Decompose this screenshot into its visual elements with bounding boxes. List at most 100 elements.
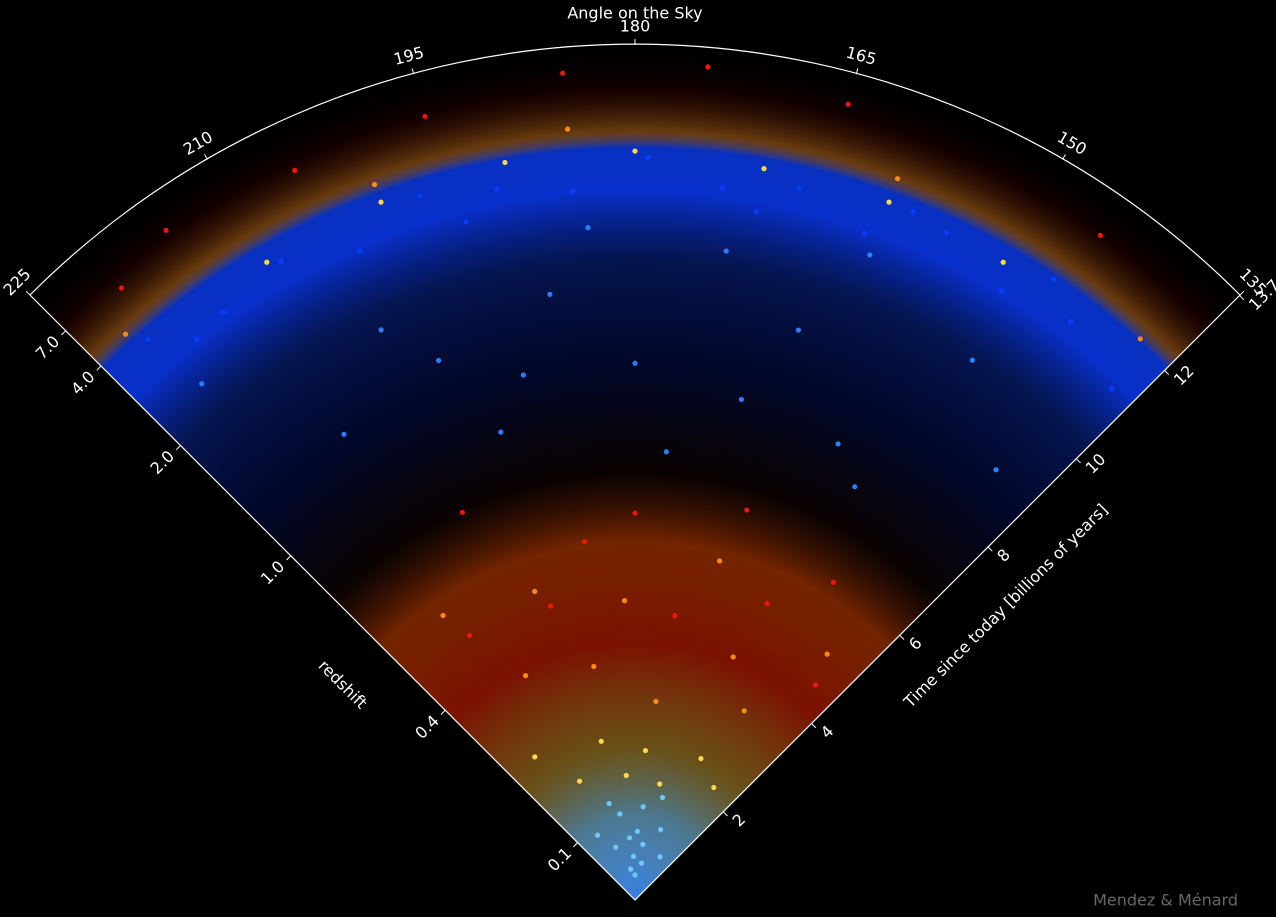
galaxy-point — [741, 708, 747, 714]
galaxy-point — [547, 291, 553, 297]
galaxy-point — [371, 181, 378, 188]
galaxy-point — [761, 166, 767, 172]
galaxy-point — [606, 800, 612, 807]
galaxy-point — [145, 336, 151, 343]
y2-axis-title: redshift — [315, 656, 371, 712]
x-tick — [204, 154, 208, 160]
x-tick — [411, 68, 415, 75]
y2-tick-label: 0.4 — [411, 711, 442, 742]
y2-tick — [440, 709, 446, 715]
galaxy-point — [194, 336, 200, 342]
y-tick-label: 6 — [905, 633, 926, 654]
y-tick — [899, 634, 905, 640]
galaxy-point — [657, 854, 663, 860]
y-tick-label: 8 — [993, 545, 1014, 566]
x-tick — [855, 68, 859, 75]
galaxy-point — [744, 507, 750, 513]
galaxy-point — [617, 811, 623, 817]
galaxy-point — [264, 259, 270, 265]
galaxy-point — [440, 612, 446, 619]
galaxy-point — [861, 230, 868, 236]
galaxy-point — [845, 101, 851, 107]
galaxy-point — [753, 209, 759, 215]
y2-tick-label: 7.0 — [32, 332, 63, 363]
galaxy-point — [628, 866, 634, 872]
galaxy-point — [292, 167, 298, 173]
galaxy-point — [653, 698, 659, 704]
galaxy-point — [591, 663, 597, 670]
galaxy-point — [623, 772, 629, 779]
galaxy-point — [436, 357, 442, 364]
galaxy-point — [716, 558, 723, 564]
galaxy-point — [711, 784, 717, 791]
galaxy-point — [738, 396, 744, 403]
galaxy-point — [632, 148, 638, 154]
galaxy-point — [532, 754, 538, 760]
galaxy-point — [830, 579, 837, 586]
galaxy-point — [1097, 232, 1103, 239]
y2-tick-label: 2.0 — [147, 447, 178, 478]
galaxy-point — [122, 331, 129, 337]
galaxy-point — [894, 176, 901, 182]
galaxy-point — [723, 248, 729, 254]
y-tick — [1164, 370, 1170, 376]
galaxy-point — [672, 613, 678, 619]
y-tick-label: 12 — [1170, 361, 1198, 389]
galaxy-point — [852, 484, 858, 490]
y-tick — [1239, 295, 1245, 301]
y-tick-label: 2 — [729, 810, 750, 831]
density-glow — [30, 44, 1240, 900]
galaxy-point — [867, 252, 873, 258]
galaxy-point — [577, 778, 583, 784]
galaxy-point — [626, 835, 633, 841]
galaxy-point — [634, 828, 640, 834]
galaxy-point — [621, 598, 628, 604]
galaxy-point — [422, 113, 428, 119]
galaxy-point — [993, 467, 999, 473]
galaxy-point — [498, 429, 504, 435]
galaxy-point — [417, 193, 423, 199]
y-tick — [987, 546, 993, 552]
galaxy-point — [522, 673, 529, 679]
galaxy-point — [642, 747, 649, 754]
galaxy-point — [638, 860, 645, 866]
galaxy-point — [835, 441, 841, 447]
galaxy-point — [943, 229, 949, 236]
x-tick-label: 195 — [392, 43, 426, 69]
galaxy-point — [220, 309, 226, 315]
y2-tick-label: 0.1 — [544, 844, 575, 875]
galaxy-point — [1137, 336, 1143, 342]
galaxy-point — [730, 654, 736, 660]
galaxy-point — [118, 285, 125, 291]
y-tick — [811, 723, 817, 729]
y-tick — [1075, 458, 1081, 464]
galaxy-point — [598, 738, 604, 744]
credit: Mendez & Ménard — [1093, 891, 1238, 910]
galaxy-point — [585, 225, 591, 231]
galaxy-point — [341, 431, 347, 437]
galaxy-point — [459, 509, 465, 515]
galaxy-point — [548, 603, 554, 609]
x-tick — [1062, 154, 1066, 160]
galaxy-point — [659, 794, 666, 801]
galaxy-point — [1000, 259, 1006, 265]
galaxy-point — [663, 449, 669, 455]
galaxy-point — [163, 227, 169, 233]
galaxy-point — [719, 185, 726, 191]
galaxy-point — [632, 360, 638, 366]
x-tick-label: 165 — [844, 43, 878, 69]
galaxy-point — [645, 154, 651, 161]
galaxy-point — [796, 185, 802, 192]
galaxy-point — [502, 159, 508, 166]
galaxy-point — [795, 327, 802, 333]
y2-tick-label: 4.0 — [67, 367, 98, 398]
galaxy-point — [278, 258, 284, 264]
galaxy-point — [1068, 319, 1074, 325]
galaxy-point — [764, 600, 770, 607]
galaxy-point — [378, 327, 384, 333]
x-tick-label: 150 — [1054, 127, 1090, 159]
galaxy-point — [824, 651, 830, 657]
galaxy-point — [969, 357, 975, 363]
galaxy-point — [582, 538, 588, 545]
